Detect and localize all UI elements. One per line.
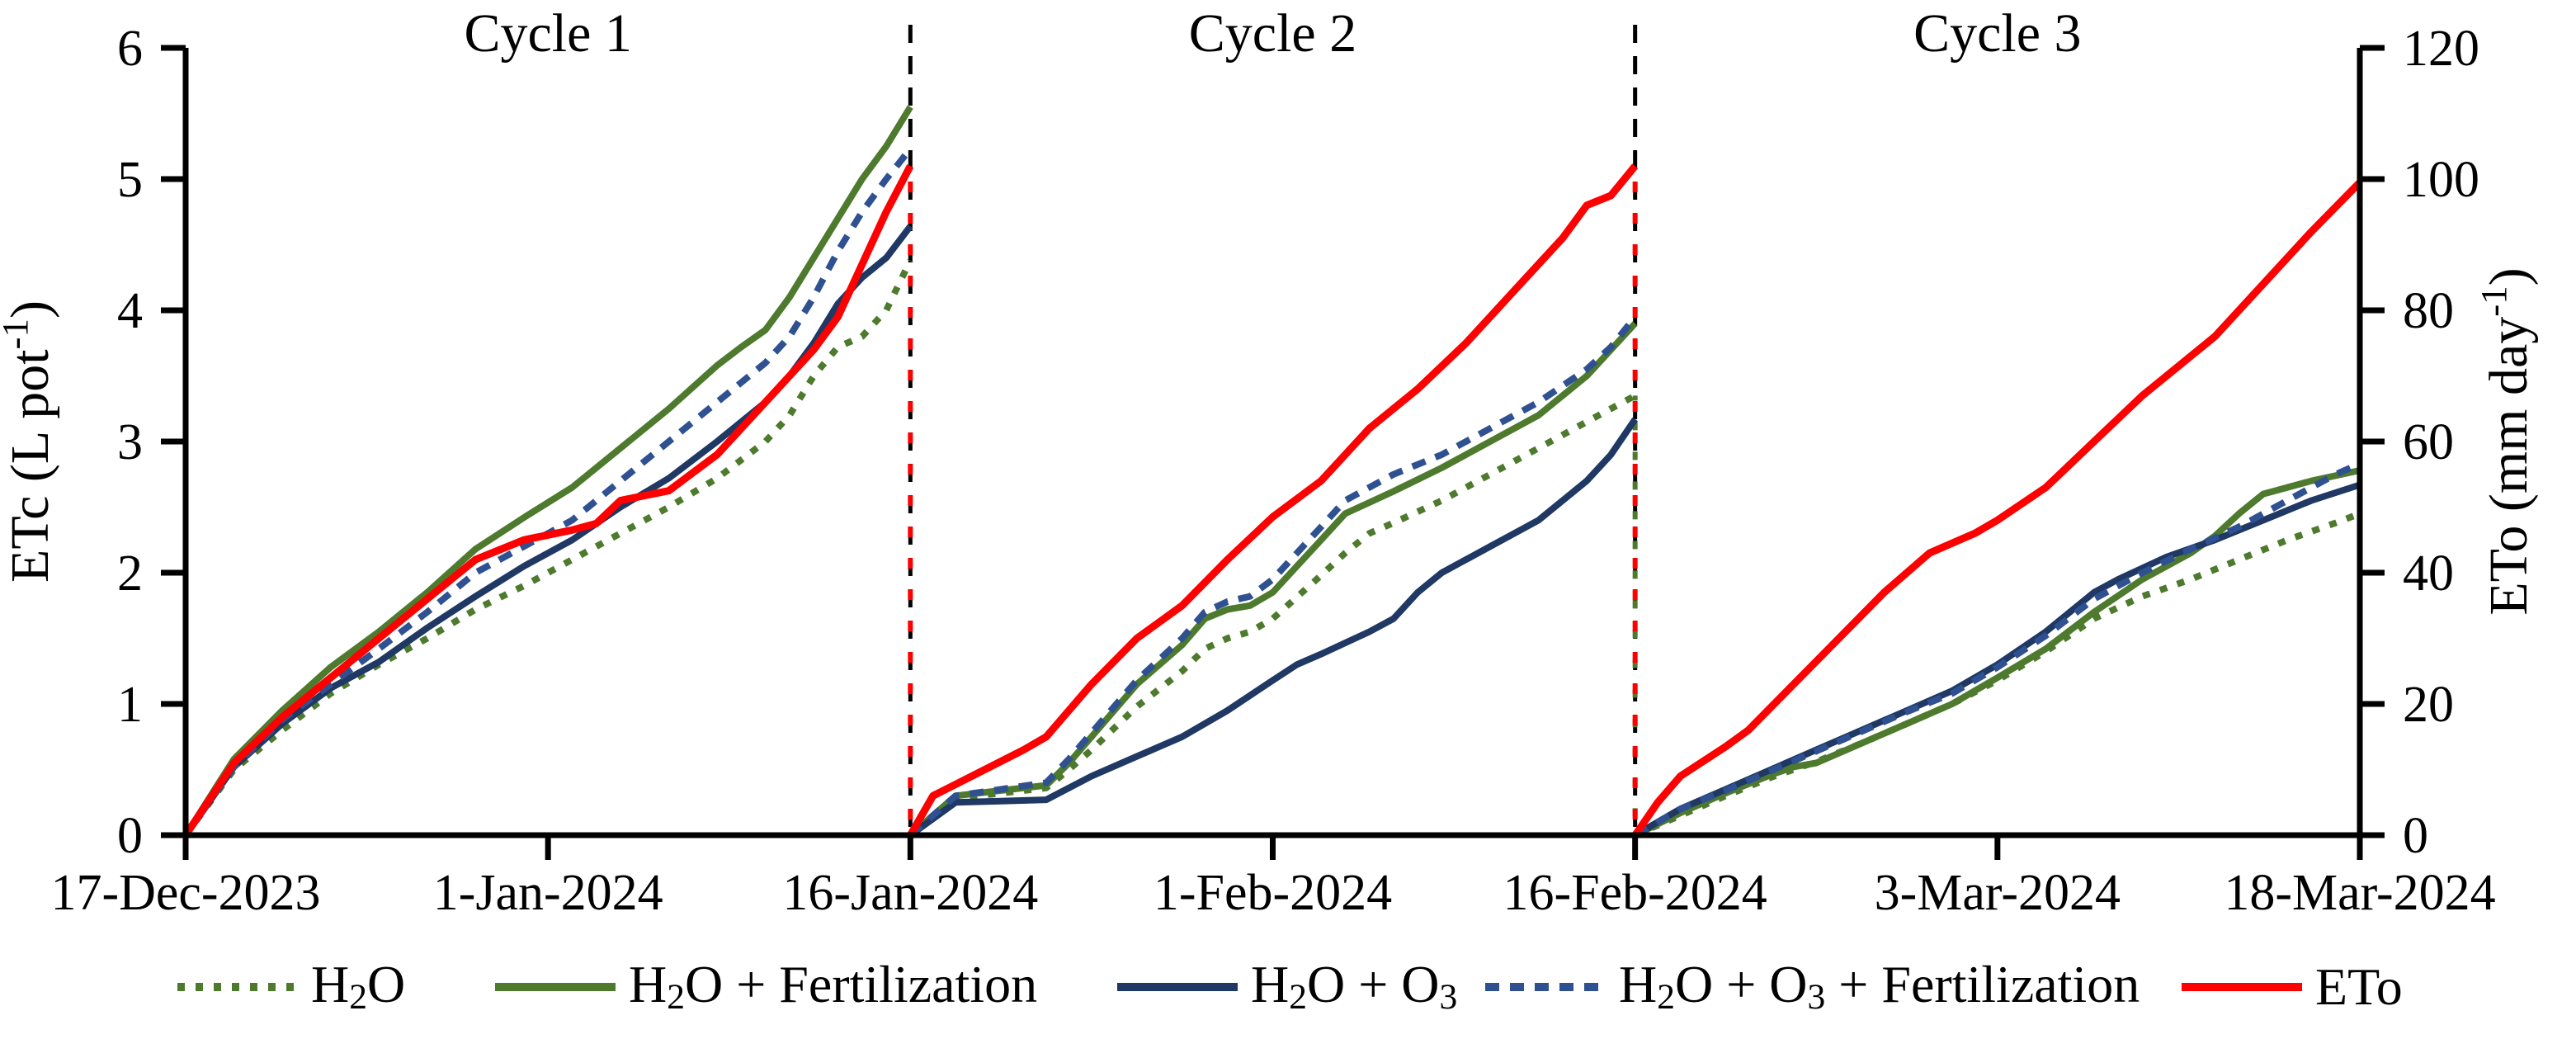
- series-line-h-2o-fertilization: [182, 105, 913, 838]
- series-line-eto: [907, 163, 1639, 838]
- series-line-h-2o-o-3: [908, 417, 1639, 838]
- cycle-title: Cycle 1: [464, 3, 631, 64]
- series-line-h-2o: [908, 392, 1637, 838]
- legend-label: H2O + O3 + Fertilization: [1619, 955, 2140, 1018]
- left-axis-tick-label: 0: [117, 808, 143, 864]
- legend-item-h2o-o3: H2O + O3: [1116, 947, 1457, 1027]
- legend-item-eto: ETo: [2180, 947, 2403, 1027]
- series-line-eto: [1631, 179, 2363, 838]
- line-swatch-dotted-green-icon: [177, 983, 298, 991]
- series-line-h-2o-fertilization: [908, 321, 1638, 838]
- right-axis-tick-label: 120: [2403, 21, 2479, 77]
- series-line-h-2o-o-3-fertilization: [1633, 460, 2361, 838]
- right-axis-tick-label: 80: [2403, 283, 2454, 339]
- right-axis-tick-label: 0: [2403, 808, 2428, 864]
- legend-item-h2o-fertilization: H2O + Fertilization: [493, 947, 1037, 1027]
- line-swatch-solid-navy-icon: [1117, 983, 1238, 991]
- left-axis-tick-label: 5: [117, 152, 143, 208]
- left-axis-tick-label: 3: [117, 414, 143, 470]
- line-swatch-solid-red-icon: [2182, 983, 2302, 991]
- legend-label: H2O: [311, 955, 406, 1018]
- left-axis-tick-label: 2: [117, 545, 143, 602]
- legend-label: ETo: [2315, 957, 2403, 1016]
- series-line-h-2o: [182, 258, 913, 838]
- cycle-title: Cycle 2: [1189, 3, 1356, 64]
- left-axis-tick-label: 4: [117, 283, 143, 339]
- x-axis-tick-label: 18-Mar-2024: [2224, 865, 2495, 921]
- x-axis-tick-label: 1-Jan-2024: [433, 865, 663, 921]
- right-axis-tick-label: 20: [2403, 677, 2454, 733]
- legend-label: H2O + Fertilization: [629, 955, 1038, 1018]
- legend-item-h2o: H2O: [176, 947, 405, 1027]
- right-axis-tick-label: 100: [2403, 152, 2479, 208]
- line-swatch-dashed-blue-icon: [1485, 983, 1606, 991]
- series-line-h-2o-o-3-fertilization: [908, 314, 1638, 838]
- left-axis-title: ETc (L pot-1): [0, 300, 60, 583]
- cycle-title: Cycle 3: [1913, 3, 2081, 64]
- x-axis-tick-label: 16-Feb-2024: [1503, 865, 1767, 921]
- chart-legend: H2O H2O + Fertilization H2O + O3 H2O + O…: [0, 947, 2576, 1030]
- x-axis-tick-label: 3-Mar-2024: [1875, 865, 2121, 921]
- right-axis-tick-label: 40: [2403, 545, 2454, 602]
- line-swatch-solid-green-icon: [495, 983, 616, 991]
- legend-label: H2O + O3: [1251, 955, 1458, 1018]
- right-axis-tick-label: 60: [2403, 414, 2454, 470]
- right-axis-title: ETo (mm day-1): [2473, 267, 2539, 615]
- series-line-h-2o-o-3-fertilization: [182, 146, 913, 838]
- x-axis-tick-label: 16-Jan-2024: [782, 865, 1038, 921]
- series-line-h-2o-fertilization: [1633, 467, 2361, 838]
- legend-item-h2o-o3-fertilization: H2O + O3 + Fertilization: [1484, 947, 2140, 1027]
- left-axis-tick-label: 6: [117, 21, 143, 77]
- series-line-h-2o-o-3: [1633, 481, 2361, 838]
- left-axis-tick-label: 1: [117, 677, 143, 733]
- x-axis-tick-label: 1-Feb-2024: [1154, 865, 1392, 921]
- x-axis-tick-label: 17-Dec-2023: [50, 865, 320, 921]
- series-line-eto: [182, 164, 914, 838]
